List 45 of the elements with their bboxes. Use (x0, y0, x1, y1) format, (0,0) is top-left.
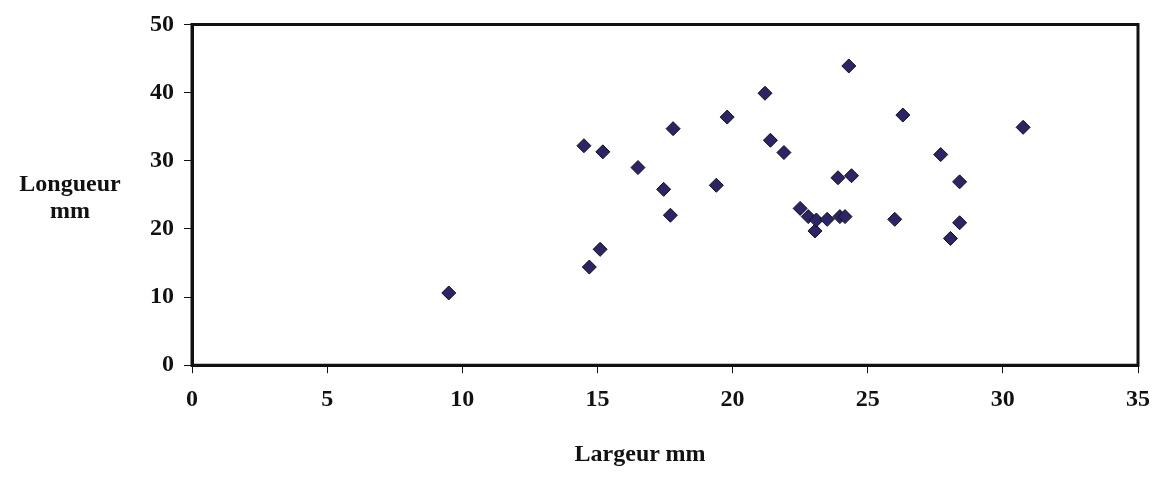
point (895, 107, 911, 123)
point (665, 121, 681, 137)
point (808, 212, 824, 228)
y-tick-label: 30 (150, 145, 174, 172)
point (708, 177, 724, 193)
y-tick-label: 0 (162, 350, 174, 377)
y-tick-label: 50 (150, 9, 174, 36)
point (757, 85, 773, 101)
point (844, 168, 859, 184)
point (595, 144, 611, 160)
x-tick-label: 30 (990, 384, 1015, 411)
point (776, 145, 792, 161)
point (441, 285, 457, 301)
y-axis-title: Longueur mm (18, 170, 122, 224)
x-tick-label: 15 (585, 384, 610, 411)
point (830, 170, 846, 186)
x-tick-label: 25 (855, 384, 880, 411)
y-tick-label: 20 (150, 214, 174, 241)
point (837, 209, 853, 225)
point (942, 230, 958, 246)
point (576, 138, 592, 154)
point (952, 215, 968, 231)
x-tick-label: 10 (450, 384, 475, 411)
point (630, 160, 646, 176)
point (952, 174, 968, 190)
point (592, 241, 608, 257)
x-tick-label: 35 (1126, 384, 1150, 411)
point (656, 181, 672, 197)
point (1015, 119, 1031, 135)
point (819, 211, 835, 227)
point (662, 207, 678, 223)
x-axis-title: Largeur mm (573, 440, 707, 466)
x-tick-label: 5 (321, 384, 334, 411)
x-tick-label: 20 (720, 384, 745, 411)
x-tick-label: 0 (186, 384, 198, 411)
y-tick-label: 40 (150, 77, 174, 104)
point (807, 223, 823, 239)
point (792, 200, 808, 216)
y-tick-label: 10 (150, 282, 174, 309)
point (841, 58, 857, 74)
point (719, 109, 735, 125)
point (762, 132, 778, 148)
point (933, 147, 949, 163)
point (581, 259, 597, 275)
point (887, 211, 903, 227)
